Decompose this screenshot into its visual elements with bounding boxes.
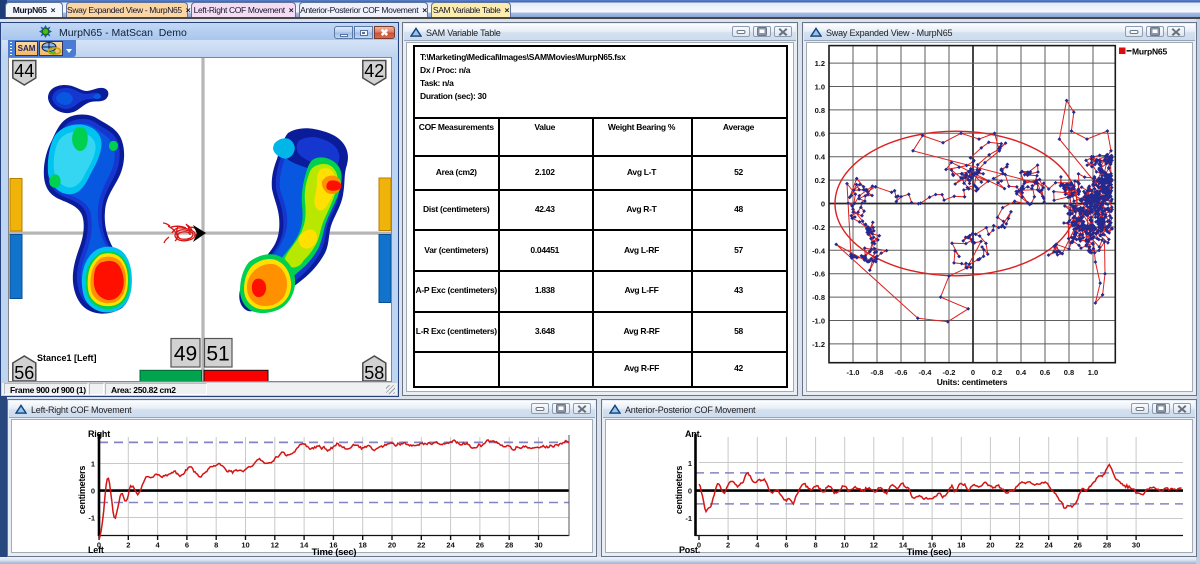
svg-text:Post.: Post. bbox=[679, 545, 700, 555]
svg-text:2: 2 bbox=[726, 541, 730, 550]
svg-text:6: 6 bbox=[784, 541, 788, 550]
svg-text:-0.6: -0.6 bbox=[895, 368, 908, 377]
svg-text:-0.6: -0.6 bbox=[812, 270, 825, 279]
svg-text:22: 22 bbox=[1015, 541, 1023, 550]
svg-text:28: 28 bbox=[1103, 541, 1111, 550]
svg-text:-0.8: -0.8 bbox=[871, 368, 884, 377]
svg-text:-1: -1 bbox=[88, 514, 95, 523]
svg-text:centimeters: centimeters bbox=[77, 466, 87, 515]
svg-text:10: 10 bbox=[841, 541, 849, 550]
svg-text:Time (sec): Time (sec) bbox=[907, 547, 952, 557]
svg-text:24: 24 bbox=[1045, 541, 1054, 550]
svg-text:0.8: 0.8 bbox=[815, 106, 825, 115]
svg-text:-1: -1 bbox=[685, 514, 692, 523]
svg-text:16: 16 bbox=[928, 541, 936, 550]
svg-text:0: 0 bbox=[688, 487, 692, 496]
svg-text:18: 18 bbox=[359, 541, 367, 550]
svg-text:0: 0 bbox=[971, 368, 975, 377]
svg-text:14: 14 bbox=[300, 541, 309, 550]
svg-text:1.2: 1.2 bbox=[815, 59, 825, 68]
svg-text:30: 30 bbox=[1132, 541, 1140, 550]
svg-text:14: 14 bbox=[899, 541, 908, 550]
svg-text:0.6: 0.6 bbox=[815, 129, 825, 138]
svg-text:20: 20 bbox=[388, 541, 396, 550]
svg-text:4: 4 bbox=[755, 541, 760, 550]
svg-text:58: 58 bbox=[364, 363, 384, 381]
svg-text:-0.2: -0.2 bbox=[812, 223, 825, 232]
svg-text:28: 28 bbox=[505, 541, 513, 550]
svg-text:-1.0: -1.0 bbox=[847, 368, 860, 377]
svg-text:Left: Left bbox=[88, 545, 104, 555]
svg-text:18: 18 bbox=[957, 541, 965, 550]
svg-text:1.0: 1.0 bbox=[815, 83, 825, 92]
svg-text:12: 12 bbox=[870, 541, 878, 550]
svg-text:Ant.: Ant. bbox=[685, 429, 702, 439]
svg-text:0: 0 bbox=[97, 541, 101, 550]
svg-text:0: 0 bbox=[821, 200, 825, 209]
svg-text:42: 42 bbox=[364, 61, 384, 81]
svg-text:0.2: 0.2 bbox=[992, 368, 1002, 377]
svg-text:12: 12 bbox=[271, 541, 279, 550]
svg-text:44: 44 bbox=[14, 61, 34, 81]
svg-text:4: 4 bbox=[156, 541, 161, 550]
svg-text:0.4: 0.4 bbox=[815, 153, 826, 162]
svg-text:26: 26 bbox=[1074, 541, 1082, 550]
svg-text:30: 30 bbox=[534, 541, 542, 550]
svg-text:24: 24 bbox=[446, 541, 455, 550]
svg-text:26: 26 bbox=[476, 541, 484, 550]
svg-text:-1.0: -1.0 bbox=[812, 317, 825, 326]
svg-text:0: 0 bbox=[91, 487, 95, 496]
svg-text:8: 8 bbox=[814, 541, 818, 550]
svg-text:16: 16 bbox=[329, 541, 337, 550]
svg-text:6: 6 bbox=[185, 541, 189, 550]
svg-text:centimeters: centimeters bbox=[674, 466, 684, 515]
svg-text:51: 51 bbox=[206, 343, 229, 366]
svg-text:0: 0 bbox=[697, 541, 701, 550]
svg-text:1.0: 1.0 bbox=[1088, 368, 1098, 377]
svg-text:-0.8: -0.8 bbox=[812, 293, 825, 302]
svg-text:1: 1 bbox=[688, 459, 692, 468]
svg-text:0.8: 0.8 bbox=[1064, 368, 1074, 377]
svg-text:49: 49 bbox=[174, 343, 197, 366]
svg-text:0.6: 0.6 bbox=[1040, 368, 1050, 377]
svg-text:22: 22 bbox=[417, 541, 425, 550]
svg-text:-1.2: -1.2 bbox=[812, 340, 825, 349]
svg-text:0.2: 0.2 bbox=[815, 176, 825, 185]
svg-text:1: 1 bbox=[91, 460, 95, 469]
svg-text:56: 56 bbox=[14, 363, 34, 381]
svg-text:MurpN65: MurpN65 bbox=[1132, 47, 1167, 57]
svg-text:-0.2: -0.2 bbox=[943, 368, 956, 377]
svg-text:8: 8 bbox=[214, 541, 218, 550]
svg-text:-0.4: -0.4 bbox=[812, 246, 826, 255]
svg-text:0.4: 0.4 bbox=[1016, 368, 1027, 377]
svg-text:10: 10 bbox=[241, 541, 249, 550]
svg-text:20: 20 bbox=[986, 541, 994, 550]
svg-text:Units: centimeters: Units: centimeters bbox=[937, 377, 1008, 387]
svg-text:Right: Right bbox=[88, 429, 110, 439]
svg-text:Time (sec): Time (sec) bbox=[312, 547, 357, 557]
svg-text:2: 2 bbox=[126, 541, 130, 550]
svg-text:-0.4: -0.4 bbox=[919, 368, 933, 377]
svg-text:Stance1 [Left]: Stance1 [Left] bbox=[37, 353, 97, 363]
